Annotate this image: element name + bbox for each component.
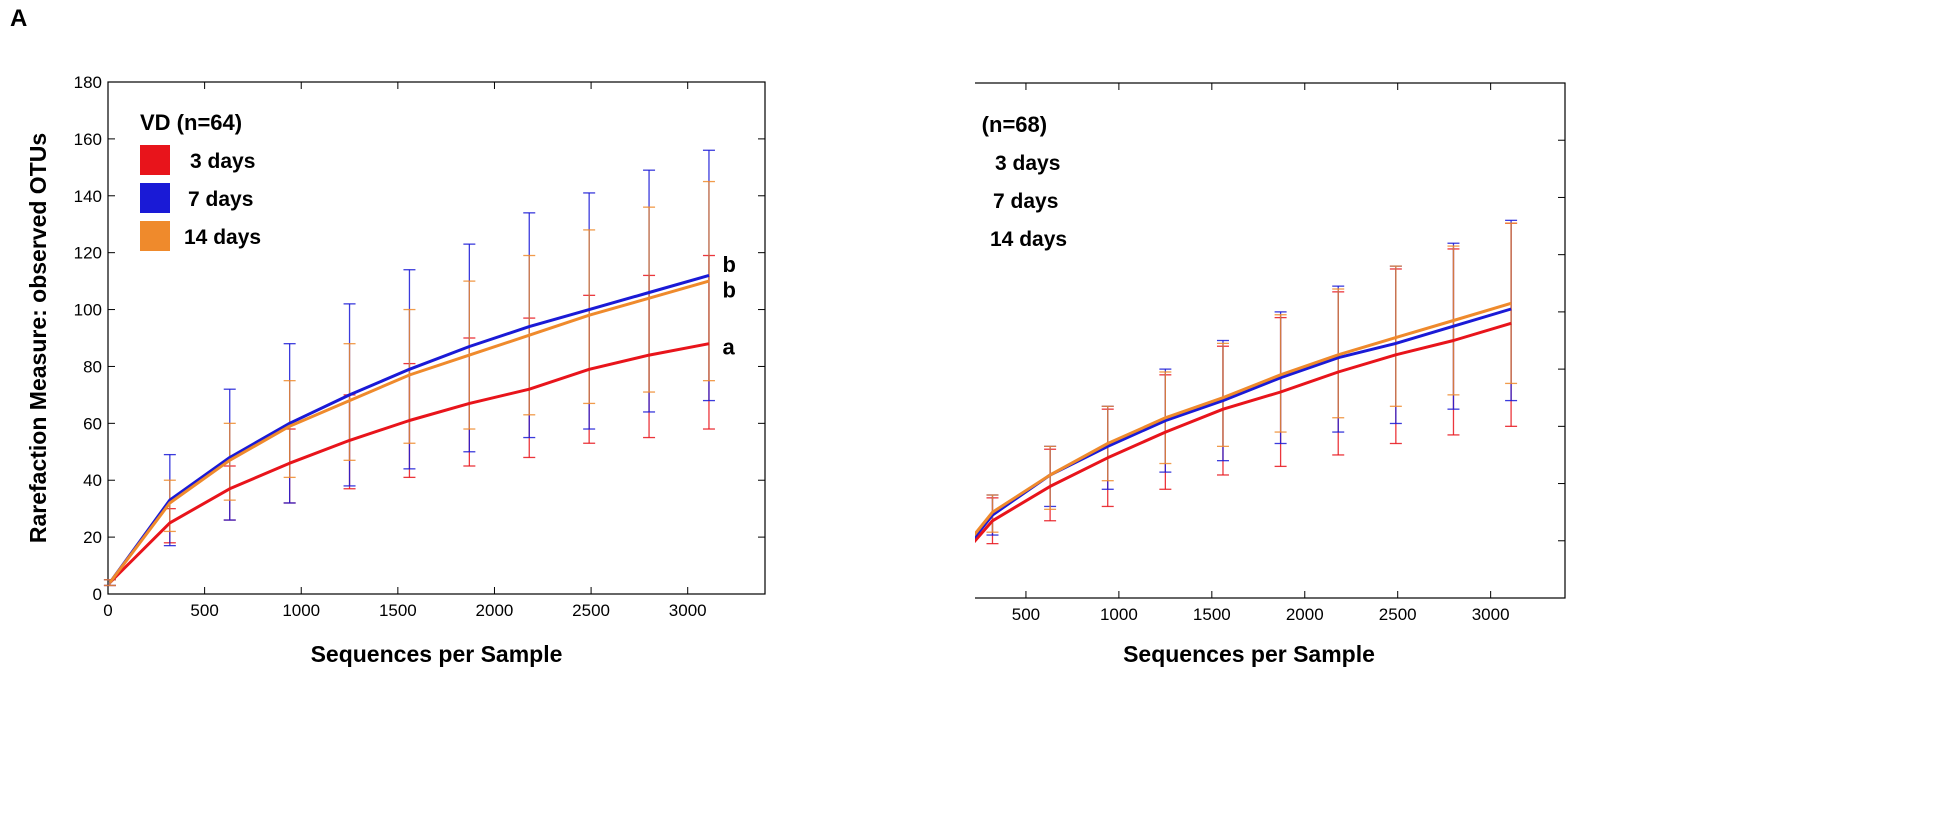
x-tick-label: 1000 xyxy=(282,601,320,620)
legend-swatch xyxy=(140,145,170,175)
x-tick-label: 2000 xyxy=(476,601,514,620)
legend-label: 3 days xyxy=(995,152,1060,175)
x-tick-label: 3000 xyxy=(1472,605,1510,624)
series-line-3-days xyxy=(975,321,1512,544)
y-tick-label: 160 xyxy=(74,130,102,149)
y-tick-label: 100 xyxy=(74,301,102,320)
x-tick-label: 1500 xyxy=(1193,605,1231,624)
legend-title: VD (n=64) xyxy=(140,110,242,135)
x-tick-label: 1000 xyxy=(1100,605,1138,624)
series-line-14-days xyxy=(108,279,710,584)
legend-swatch xyxy=(140,221,170,251)
x-tick-label: 3000 xyxy=(669,601,707,620)
plot-frame xyxy=(975,82,1566,599)
x-axis-title: Sequences per Sample xyxy=(1123,641,1375,667)
x-tick-label: 2500 xyxy=(572,601,610,620)
legend-swatch xyxy=(140,183,170,213)
legend-label: 7 days xyxy=(188,188,253,211)
legend-label: 14 days xyxy=(184,226,261,249)
panel-b: B020406080100120140160180050010001500200… xyxy=(975,0,1950,834)
y-axis-title: Rarefaction Measure: observed OTUs xyxy=(25,133,51,543)
y-tick-label: 120 xyxy=(74,244,102,263)
y-tick-label: 140 xyxy=(74,187,102,206)
y-tick-label: 0 xyxy=(93,585,102,604)
y-tick-label: 80 xyxy=(83,357,102,376)
y-tick-label: 180 xyxy=(74,73,102,92)
y-tick-label: 40 xyxy=(83,471,102,490)
y-tick-label: 20 xyxy=(83,528,102,547)
legend-label: 3 days xyxy=(190,150,255,173)
significance-letter: b xyxy=(722,278,735,303)
significance-letter: a xyxy=(722,335,735,360)
x-tick-label: 0 xyxy=(103,601,112,620)
legend-title: CS (n=68) xyxy=(975,112,1047,137)
legend-label: 14 days xyxy=(990,228,1067,251)
x-tick-label: 500 xyxy=(190,601,218,620)
x-tick-label: 2000 xyxy=(1286,605,1324,624)
x-tick-label: 2500 xyxy=(1379,605,1417,624)
plot-frame xyxy=(107,81,766,595)
chart-a-svg: A 0 20 40 60 80 100 120 140 160 180 0 500 1000 1500 200… xyxy=(10,5,766,667)
x-tick-label: 500 xyxy=(1012,605,1040,624)
series-line-7-days xyxy=(975,307,1512,540)
significance-letter: b xyxy=(722,252,735,277)
panel-letter: A xyxy=(10,5,27,32)
x-axis-title: Sequences per Sample xyxy=(311,641,563,667)
chart-b-svg: B020406080100120140160180050010001500200… xyxy=(975,82,1566,667)
series-line-7-days xyxy=(108,273,710,584)
legend-label: 7 days xyxy=(993,190,1058,213)
series-line-14-days xyxy=(975,301,1512,537)
series-line-3-days xyxy=(108,342,710,584)
x-tick-label: 1500 xyxy=(379,601,417,620)
y-tick-label: 60 xyxy=(83,414,102,433)
panel-a: A 0 20 40 60 80 100 120 140 160 180 0 500 1000 1500 200… xyxy=(10,5,766,667)
